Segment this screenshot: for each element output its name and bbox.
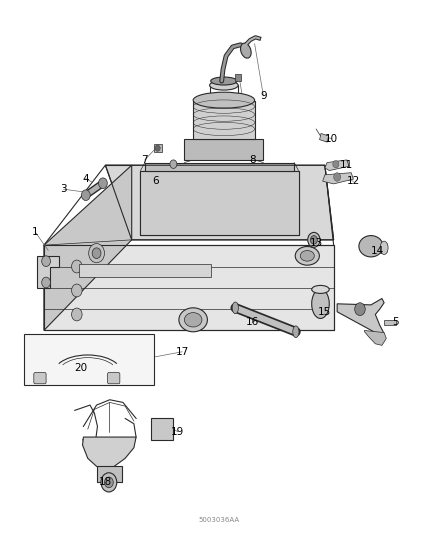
Circle shape bbox=[98, 178, 107, 189]
Circle shape bbox=[101, 473, 117, 492]
Polygon shape bbox=[44, 165, 131, 330]
Text: 8: 8 bbox=[248, 155, 255, 165]
Polygon shape bbox=[105, 165, 333, 240]
Text: 13: 13 bbox=[309, 238, 322, 247]
Bar bbox=[24, 334, 153, 385]
Ellipse shape bbox=[379, 241, 387, 255]
Circle shape bbox=[81, 190, 90, 200]
Ellipse shape bbox=[358, 236, 382, 257]
Circle shape bbox=[88, 244, 104, 263]
Ellipse shape bbox=[193, 92, 254, 108]
Polygon shape bbox=[140, 171, 298, 235]
Ellipse shape bbox=[240, 43, 251, 58]
Polygon shape bbox=[184, 139, 263, 160]
Circle shape bbox=[71, 308, 82, 321]
Circle shape bbox=[71, 260, 82, 273]
FancyBboxPatch shape bbox=[34, 373, 46, 384]
Text: 12: 12 bbox=[346, 176, 359, 186]
Polygon shape bbox=[37, 256, 59, 288]
Polygon shape bbox=[364, 330, 385, 345]
Circle shape bbox=[71, 284, 82, 297]
Circle shape bbox=[333, 173, 340, 181]
Text: 11: 11 bbox=[339, 160, 353, 170]
Text: 7: 7 bbox=[141, 155, 148, 165]
Ellipse shape bbox=[179, 308, 207, 332]
Ellipse shape bbox=[311, 286, 328, 293]
Ellipse shape bbox=[292, 326, 298, 337]
Bar bbox=[79, 264, 210, 277]
Text: 16: 16 bbox=[245, 318, 258, 327]
Text: 18: 18 bbox=[99, 478, 112, 487]
Text: 6: 6 bbox=[152, 176, 159, 186]
Ellipse shape bbox=[210, 77, 237, 85]
Polygon shape bbox=[44, 245, 333, 330]
Polygon shape bbox=[336, 298, 383, 337]
Ellipse shape bbox=[294, 246, 318, 265]
Polygon shape bbox=[324, 160, 348, 171]
Text: 10: 10 bbox=[324, 134, 337, 143]
Text: 20: 20 bbox=[74, 363, 88, 373]
Polygon shape bbox=[82, 437, 136, 469]
Polygon shape bbox=[145, 163, 293, 171]
Bar bbox=[319, 133, 328, 142]
Polygon shape bbox=[193, 101, 254, 139]
Circle shape bbox=[92, 248, 101, 259]
Circle shape bbox=[354, 303, 364, 316]
Ellipse shape bbox=[307, 232, 319, 247]
Ellipse shape bbox=[311, 289, 328, 318]
Circle shape bbox=[155, 145, 160, 151]
Text: 17: 17 bbox=[175, 347, 188, 357]
Text: 1: 1 bbox=[32, 227, 39, 237]
Text: 15: 15 bbox=[318, 307, 331, 317]
Polygon shape bbox=[151, 418, 173, 440]
FancyBboxPatch shape bbox=[107, 373, 120, 384]
Circle shape bbox=[104, 477, 113, 488]
Text: 5003036AA: 5003036AA bbox=[198, 516, 240, 523]
Circle shape bbox=[170, 160, 177, 168]
Ellipse shape bbox=[300, 251, 314, 261]
Text: 19: 19 bbox=[171, 427, 184, 437]
Ellipse shape bbox=[184, 312, 201, 327]
Text: 9: 9 bbox=[259, 91, 266, 101]
Text: 3: 3 bbox=[60, 184, 67, 194]
Circle shape bbox=[332, 160, 338, 168]
Text: 5: 5 bbox=[391, 318, 398, 327]
Ellipse shape bbox=[310, 236, 317, 244]
Text: 14: 14 bbox=[370, 246, 383, 255]
Polygon shape bbox=[97, 466, 122, 482]
Polygon shape bbox=[322, 173, 353, 184]
Circle shape bbox=[42, 256, 50, 266]
Polygon shape bbox=[234, 74, 241, 81]
Bar bbox=[383, 320, 396, 325]
Circle shape bbox=[42, 277, 50, 288]
Ellipse shape bbox=[232, 302, 238, 314]
Ellipse shape bbox=[209, 80, 237, 90]
Polygon shape bbox=[153, 144, 161, 152]
Text: 4: 4 bbox=[82, 174, 89, 183]
